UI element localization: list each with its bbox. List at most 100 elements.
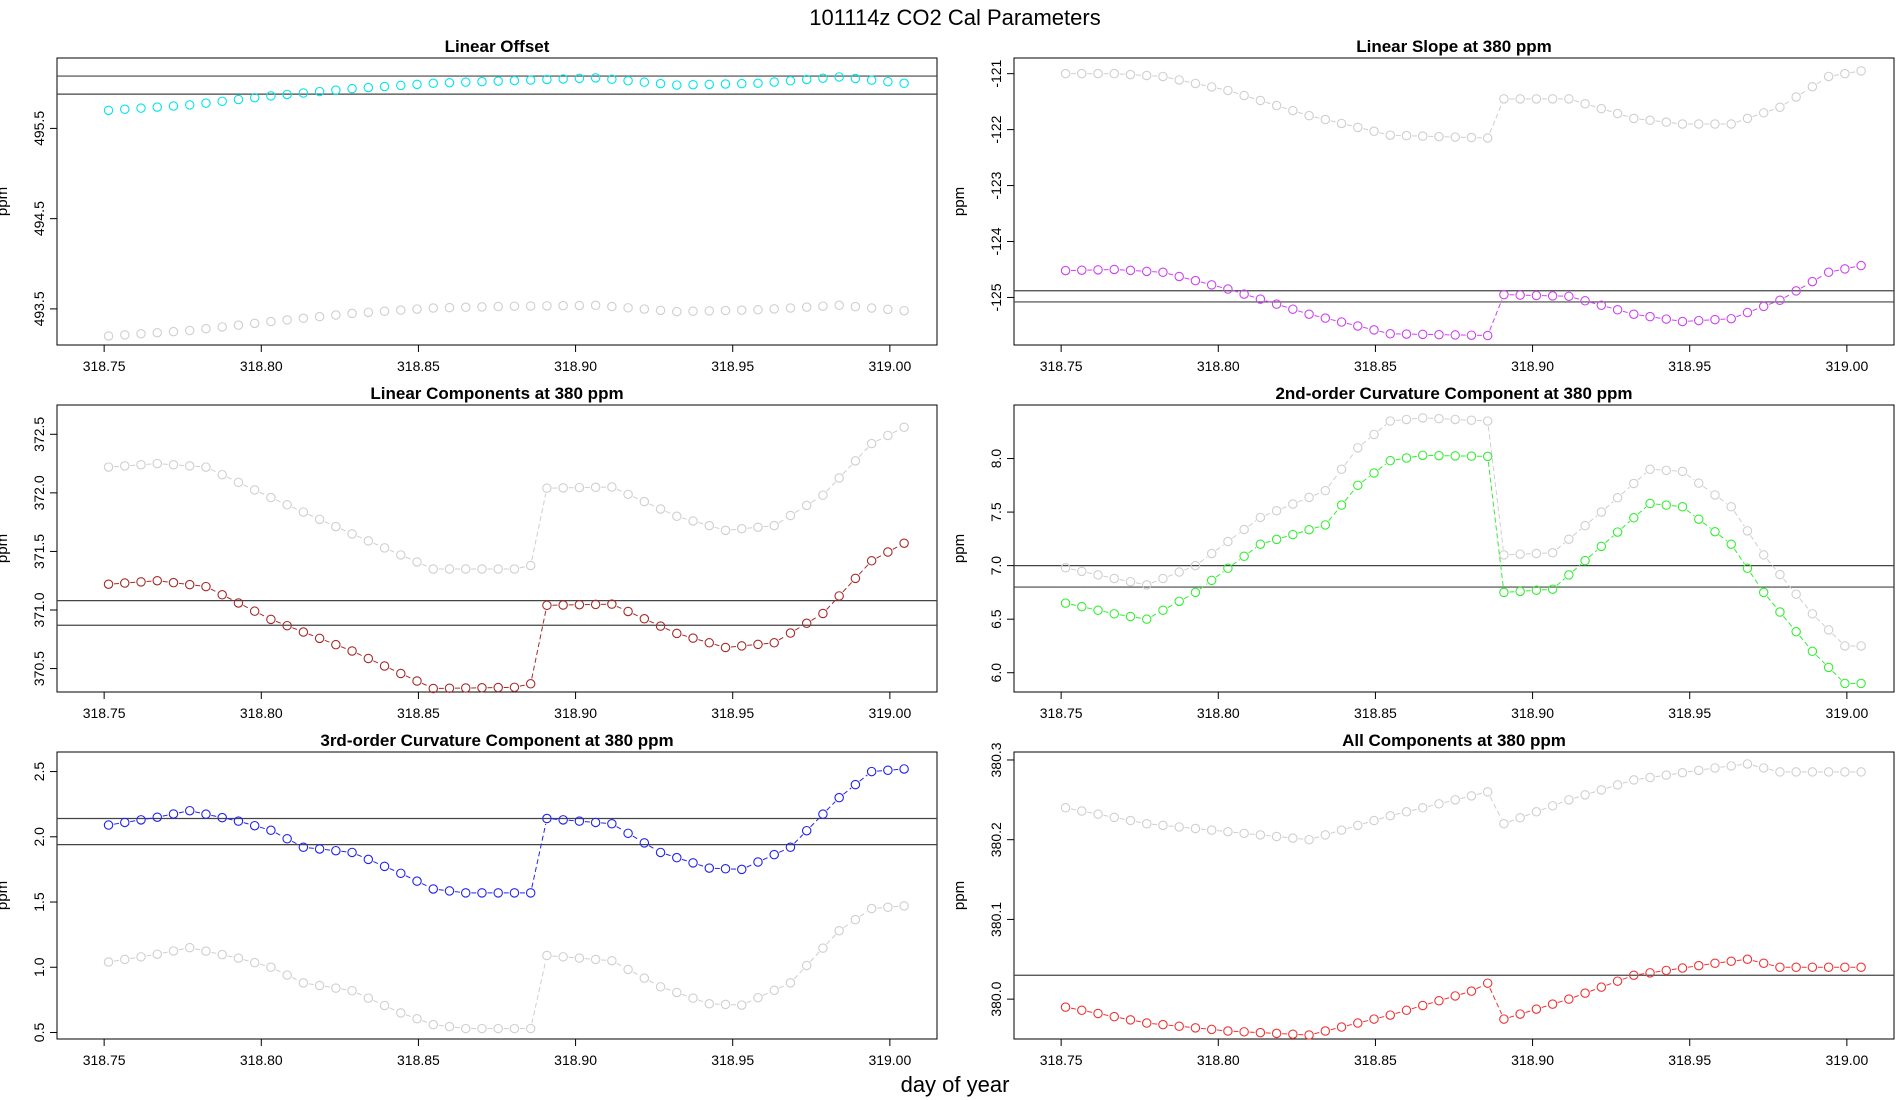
series-segment — [1216, 87, 1223, 90]
data-point — [1807, 767, 1818, 777]
data-point — [379, 543, 390, 553]
series-segment — [1087, 607, 1093, 610]
data-point — [1174, 75, 1184, 85]
data-point — [152, 812, 163, 822]
series-segment — [1346, 124, 1353, 127]
data-point — [785, 303, 796, 313]
data-point — [1677, 767, 1688, 778]
data-point — [1856, 678, 1866, 689]
data-point — [1742, 307, 1753, 318]
data-point — [801, 302, 812, 312]
data-point — [1125, 1015, 1136, 1025]
data-point — [525, 888, 536, 898]
data-point — [801, 618, 812, 629]
series-segment — [178, 582, 185, 585]
series-segment — [1314, 835, 1321, 839]
data-point — [1288, 833, 1298, 843]
series-segment — [843, 787, 852, 795]
data-point — [753, 305, 763, 315]
series-segment — [1606, 306, 1613, 309]
data-point — [103, 579, 114, 589]
series-segment — [1768, 301, 1775, 305]
data-point — [1466, 986, 1477, 996]
series-segment — [1265, 300, 1272, 304]
data-point — [607, 599, 617, 609]
series-segment — [1249, 96, 1256, 100]
series-segment — [1362, 821, 1369, 825]
data-point — [1141, 1018, 1152, 1028]
series-segment — [1282, 836, 1288, 839]
y-tick-label: -121 — [988, 59, 1004, 87]
panel-title: Linear Components at 380 ppm — [370, 384, 623, 403]
series-segment — [1606, 786, 1613, 789]
data-point — [574, 300, 585, 311]
x-tick-label: 318.75 — [83, 705, 126, 721]
data-point — [314, 633, 325, 644]
data-point — [1791, 626, 1801, 637]
data-point — [1239, 828, 1249, 839]
data-point — [1434, 413, 1444, 424]
series-segment — [1200, 828, 1207, 831]
series-segment — [422, 1020, 429, 1024]
data-point — [1775, 295, 1785, 305]
data-point — [152, 458, 163, 469]
series-segment — [1489, 796, 1502, 820]
data-point — [655, 847, 666, 858]
data-point — [607, 74, 617, 85]
x-tick-label: 318.80 — [240, 358, 283, 374]
series-segment — [1622, 781, 1629, 784]
data-point — [331, 983, 341, 993]
series-segment — [531, 823, 547, 888]
data-point — [1093, 68, 1103, 79]
data-point — [818, 943, 828, 953]
data-point — [1564, 570, 1574, 580]
x-tick-label: 318.95 — [1668, 705, 1711, 721]
x-tick-label: 318.80 — [1197, 705, 1240, 721]
data-point — [1645, 311, 1655, 322]
data-point — [834, 925, 844, 936]
data-point — [1304, 492, 1314, 503]
data-point — [720, 999, 731, 1010]
series-segment — [324, 985, 331, 988]
series-segment — [1070, 1007, 1077, 1010]
series-segment — [1232, 532, 1241, 539]
series-segment — [1119, 1017, 1126, 1020]
series-segment — [649, 620, 656, 625]
series-segment — [794, 625, 803, 631]
series-segment — [389, 667, 397, 672]
y-axis-label: ppm — [951, 881, 968, 910]
data-point — [1726, 956, 1736, 967]
data-point — [1661, 770, 1672, 780]
series-segment — [1720, 961, 1726, 964]
series-segment — [1768, 964, 1775, 967]
data-point — [753, 857, 763, 867]
data-point — [1093, 265, 1103, 275]
series-segment — [1217, 830, 1223, 832]
series-segment — [1379, 816, 1386, 820]
series-segment — [1103, 1014, 1109, 1017]
series-segment — [698, 639, 705, 642]
data-point — [1190, 587, 1201, 598]
data-point — [558, 815, 568, 825]
data-point — [801, 500, 812, 511]
series-segment — [1379, 330, 1386, 334]
series-segment — [681, 634, 688, 638]
series-segment — [1265, 101, 1272, 105]
data-point — [623, 964, 633, 975]
data-point — [477, 76, 487, 87]
data-point — [655, 305, 666, 316]
series-segment — [1639, 118, 1645, 121]
data-point — [1596, 300, 1607, 311]
data-point — [639, 77, 650, 87]
series-segment — [1733, 511, 1745, 527]
data-point — [769, 985, 779, 996]
data-point — [753, 78, 763, 89]
data-point — [1499, 289, 1509, 300]
series-segment — [308, 847, 315, 849]
data-point — [233, 816, 244, 826]
data-point — [444, 886, 455, 896]
data-point — [233, 953, 244, 963]
data-point — [1158, 605, 1168, 616]
y-tick-label: 495.5 — [31, 111, 47, 146]
data-point — [1726, 313, 1736, 324]
